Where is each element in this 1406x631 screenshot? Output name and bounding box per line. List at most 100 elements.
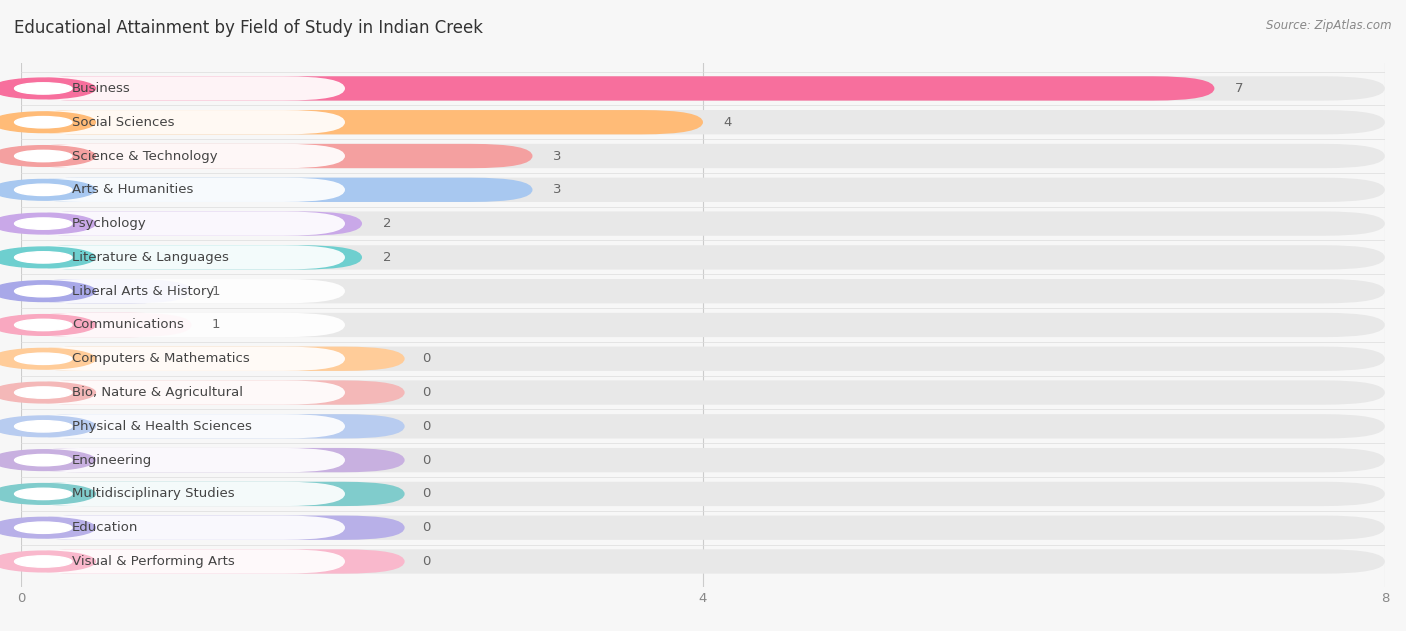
FancyBboxPatch shape: [21, 245, 344, 269]
FancyBboxPatch shape: [21, 279, 1385, 304]
FancyBboxPatch shape: [21, 346, 1385, 371]
FancyBboxPatch shape: [21, 414, 405, 439]
FancyBboxPatch shape: [21, 448, 344, 472]
Circle shape: [0, 179, 96, 200]
FancyBboxPatch shape: [21, 178, 344, 202]
Text: Bio, Nature & Agricultural: Bio, Nature & Agricultural: [72, 386, 243, 399]
FancyBboxPatch shape: [21, 346, 344, 371]
FancyBboxPatch shape: [21, 76, 1215, 100]
Circle shape: [0, 483, 96, 504]
FancyBboxPatch shape: [21, 481, 1385, 506]
Circle shape: [0, 315, 96, 335]
FancyBboxPatch shape: [21, 279, 344, 304]
Circle shape: [0, 247, 96, 268]
Text: Computers & Mathematics: Computers & Mathematics: [72, 352, 250, 365]
Text: 1: 1: [212, 285, 221, 298]
Text: 0: 0: [422, 487, 430, 500]
Circle shape: [14, 353, 72, 365]
FancyBboxPatch shape: [21, 516, 344, 540]
Text: Educational Attainment by Field of Study in Indian Creek: Educational Attainment by Field of Study…: [14, 19, 484, 37]
Text: Multidisciplinary Studies: Multidisciplinary Studies: [72, 487, 235, 500]
FancyBboxPatch shape: [21, 144, 344, 168]
FancyBboxPatch shape: [21, 211, 363, 236]
FancyBboxPatch shape: [21, 76, 1385, 100]
Circle shape: [14, 252, 72, 263]
FancyBboxPatch shape: [21, 178, 533, 202]
Text: 0: 0: [422, 386, 430, 399]
Text: 2: 2: [382, 251, 391, 264]
Circle shape: [14, 454, 72, 466]
Text: Science & Technology: Science & Technology: [72, 150, 218, 163]
Text: Psychology: Psychology: [72, 217, 148, 230]
Circle shape: [14, 218, 72, 229]
Circle shape: [14, 83, 72, 94]
Text: 0: 0: [422, 521, 430, 534]
Text: 3: 3: [553, 150, 561, 163]
FancyBboxPatch shape: [21, 211, 1385, 236]
Text: Arts & Humanities: Arts & Humanities: [72, 184, 194, 196]
Circle shape: [14, 421, 72, 432]
FancyBboxPatch shape: [21, 245, 1385, 269]
Text: Source: ZipAtlas.com: Source: ZipAtlas.com: [1267, 19, 1392, 32]
FancyBboxPatch shape: [21, 211, 344, 236]
FancyBboxPatch shape: [21, 144, 1385, 168]
FancyBboxPatch shape: [21, 414, 344, 439]
FancyBboxPatch shape: [21, 178, 1385, 202]
FancyBboxPatch shape: [21, 516, 1385, 540]
Circle shape: [0, 517, 96, 538]
FancyBboxPatch shape: [21, 346, 405, 371]
Circle shape: [14, 285, 72, 297]
FancyBboxPatch shape: [21, 313, 344, 337]
Circle shape: [0, 112, 96, 133]
FancyBboxPatch shape: [21, 550, 1385, 574]
Text: 0: 0: [422, 555, 430, 568]
Text: Education: Education: [72, 521, 139, 534]
Text: 2: 2: [382, 217, 391, 230]
Text: Physical & Health Sciences: Physical & Health Sciences: [72, 420, 252, 433]
FancyBboxPatch shape: [21, 110, 344, 134]
Text: Literature & Languages: Literature & Languages: [72, 251, 229, 264]
Text: Social Sciences: Social Sciences: [72, 115, 174, 129]
Text: 0: 0: [422, 352, 430, 365]
Circle shape: [14, 522, 72, 533]
FancyBboxPatch shape: [21, 550, 344, 574]
Text: Business: Business: [72, 82, 131, 95]
Circle shape: [14, 117, 72, 128]
Circle shape: [14, 319, 72, 331]
Text: 0: 0: [422, 420, 430, 433]
Circle shape: [0, 146, 96, 167]
Text: 0: 0: [422, 454, 430, 466]
Text: Liberal Arts & History: Liberal Arts & History: [72, 285, 215, 298]
Circle shape: [14, 488, 72, 500]
Circle shape: [0, 416, 96, 437]
Text: 4: 4: [724, 115, 733, 129]
FancyBboxPatch shape: [21, 380, 1385, 404]
Circle shape: [0, 450, 96, 471]
Text: Visual & Performing Arts: Visual & Performing Arts: [72, 555, 235, 568]
Circle shape: [14, 150, 72, 162]
FancyBboxPatch shape: [21, 279, 191, 304]
FancyBboxPatch shape: [21, 110, 703, 134]
Text: Communications: Communications: [72, 319, 184, 331]
FancyBboxPatch shape: [21, 448, 1385, 472]
Circle shape: [0, 348, 96, 369]
Text: 7: 7: [1234, 82, 1243, 95]
FancyBboxPatch shape: [21, 76, 344, 100]
FancyBboxPatch shape: [21, 110, 1385, 134]
Circle shape: [0, 78, 96, 99]
FancyBboxPatch shape: [21, 481, 344, 506]
FancyBboxPatch shape: [21, 313, 1385, 337]
FancyBboxPatch shape: [21, 550, 405, 574]
Text: 3: 3: [553, 184, 561, 196]
Circle shape: [0, 551, 96, 572]
FancyBboxPatch shape: [21, 414, 1385, 439]
FancyBboxPatch shape: [21, 245, 363, 269]
FancyBboxPatch shape: [21, 448, 405, 472]
Text: 1: 1: [212, 319, 221, 331]
Circle shape: [0, 213, 96, 234]
Circle shape: [0, 382, 96, 403]
Text: Engineering: Engineering: [72, 454, 152, 466]
Circle shape: [0, 281, 96, 302]
FancyBboxPatch shape: [21, 380, 405, 404]
FancyBboxPatch shape: [21, 144, 533, 168]
